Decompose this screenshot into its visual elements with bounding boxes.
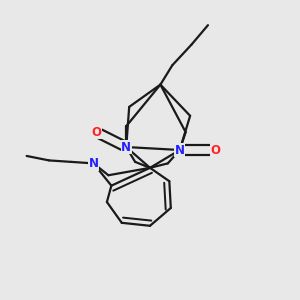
Text: O: O [210, 143, 220, 157]
Text: N: N [175, 143, 185, 157]
Text: O: O [92, 126, 101, 139]
Text: N: N [88, 157, 98, 170]
Text: N: N [121, 140, 131, 154]
